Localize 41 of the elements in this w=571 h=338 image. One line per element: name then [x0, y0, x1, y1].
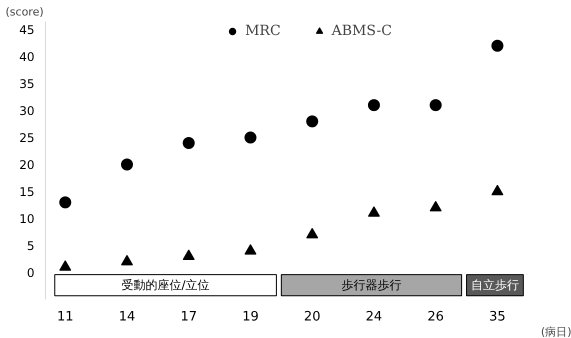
y-tick-label: 25 — [19, 131, 35, 146]
point — [430, 200, 442, 212]
point — [306, 228, 318, 238]
point — [491, 184, 504, 196]
point — [368, 206, 380, 217]
x-tick-label: 17 — [180, 310, 198, 324]
point — [306, 115, 318, 128]
y-tick-label: 0 — [26, 266, 35, 280]
y-tick-label: 35 — [19, 77, 35, 92]
x-tick-label: 20 — [304, 310, 320, 324]
y-tick-label: 15 — [19, 185, 35, 200]
point — [59, 260, 72, 271]
y-tick-label: 20 — [19, 158, 35, 172]
x-tick-label: 14 — [118, 310, 136, 324]
point — [120, 254, 133, 266]
point — [244, 132, 256, 144]
band-label: 自立歩行 — [470, 278, 519, 292]
legend-label: MRC — [245, 23, 281, 39]
x-axis-title: (病日) — [540, 326, 571, 338]
legend-label: ABMS-C — [332, 23, 392, 39]
point — [182, 136, 195, 149]
point — [182, 249, 195, 260]
x-tick-label: 24 — [366, 310, 382, 324]
point — [491, 40, 504, 52]
x-tick-label: 19 — [242, 310, 259, 324]
point — [244, 244, 256, 255]
band-label: 受動的座位/立位 — [122, 278, 210, 292]
y-tick-label: 10 — [19, 212, 35, 226]
x-tick-label: 35 — [489, 310, 506, 324]
point — [59, 196, 72, 208]
y-axis-title: (score) — [6, 6, 44, 18]
y-tick-label: 40 — [19, 50, 35, 64]
point — [430, 99, 442, 112]
band-label: 歩行器歩行 — [341, 278, 402, 292]
y-tick-label: 5 — [26, 239, 35, 254]
point — [368, 99, 380, 112]
y-tick-label: 45 — [19, 23, 35, 38]
x-tick-label: 11 — [56, 310, 74, 324]
x-tick-label: 26 — [427, 310, 444, 324]
y-tick-label: 30 — [19, 104, 35, 118]
point — [120, 158, 133, 171]
